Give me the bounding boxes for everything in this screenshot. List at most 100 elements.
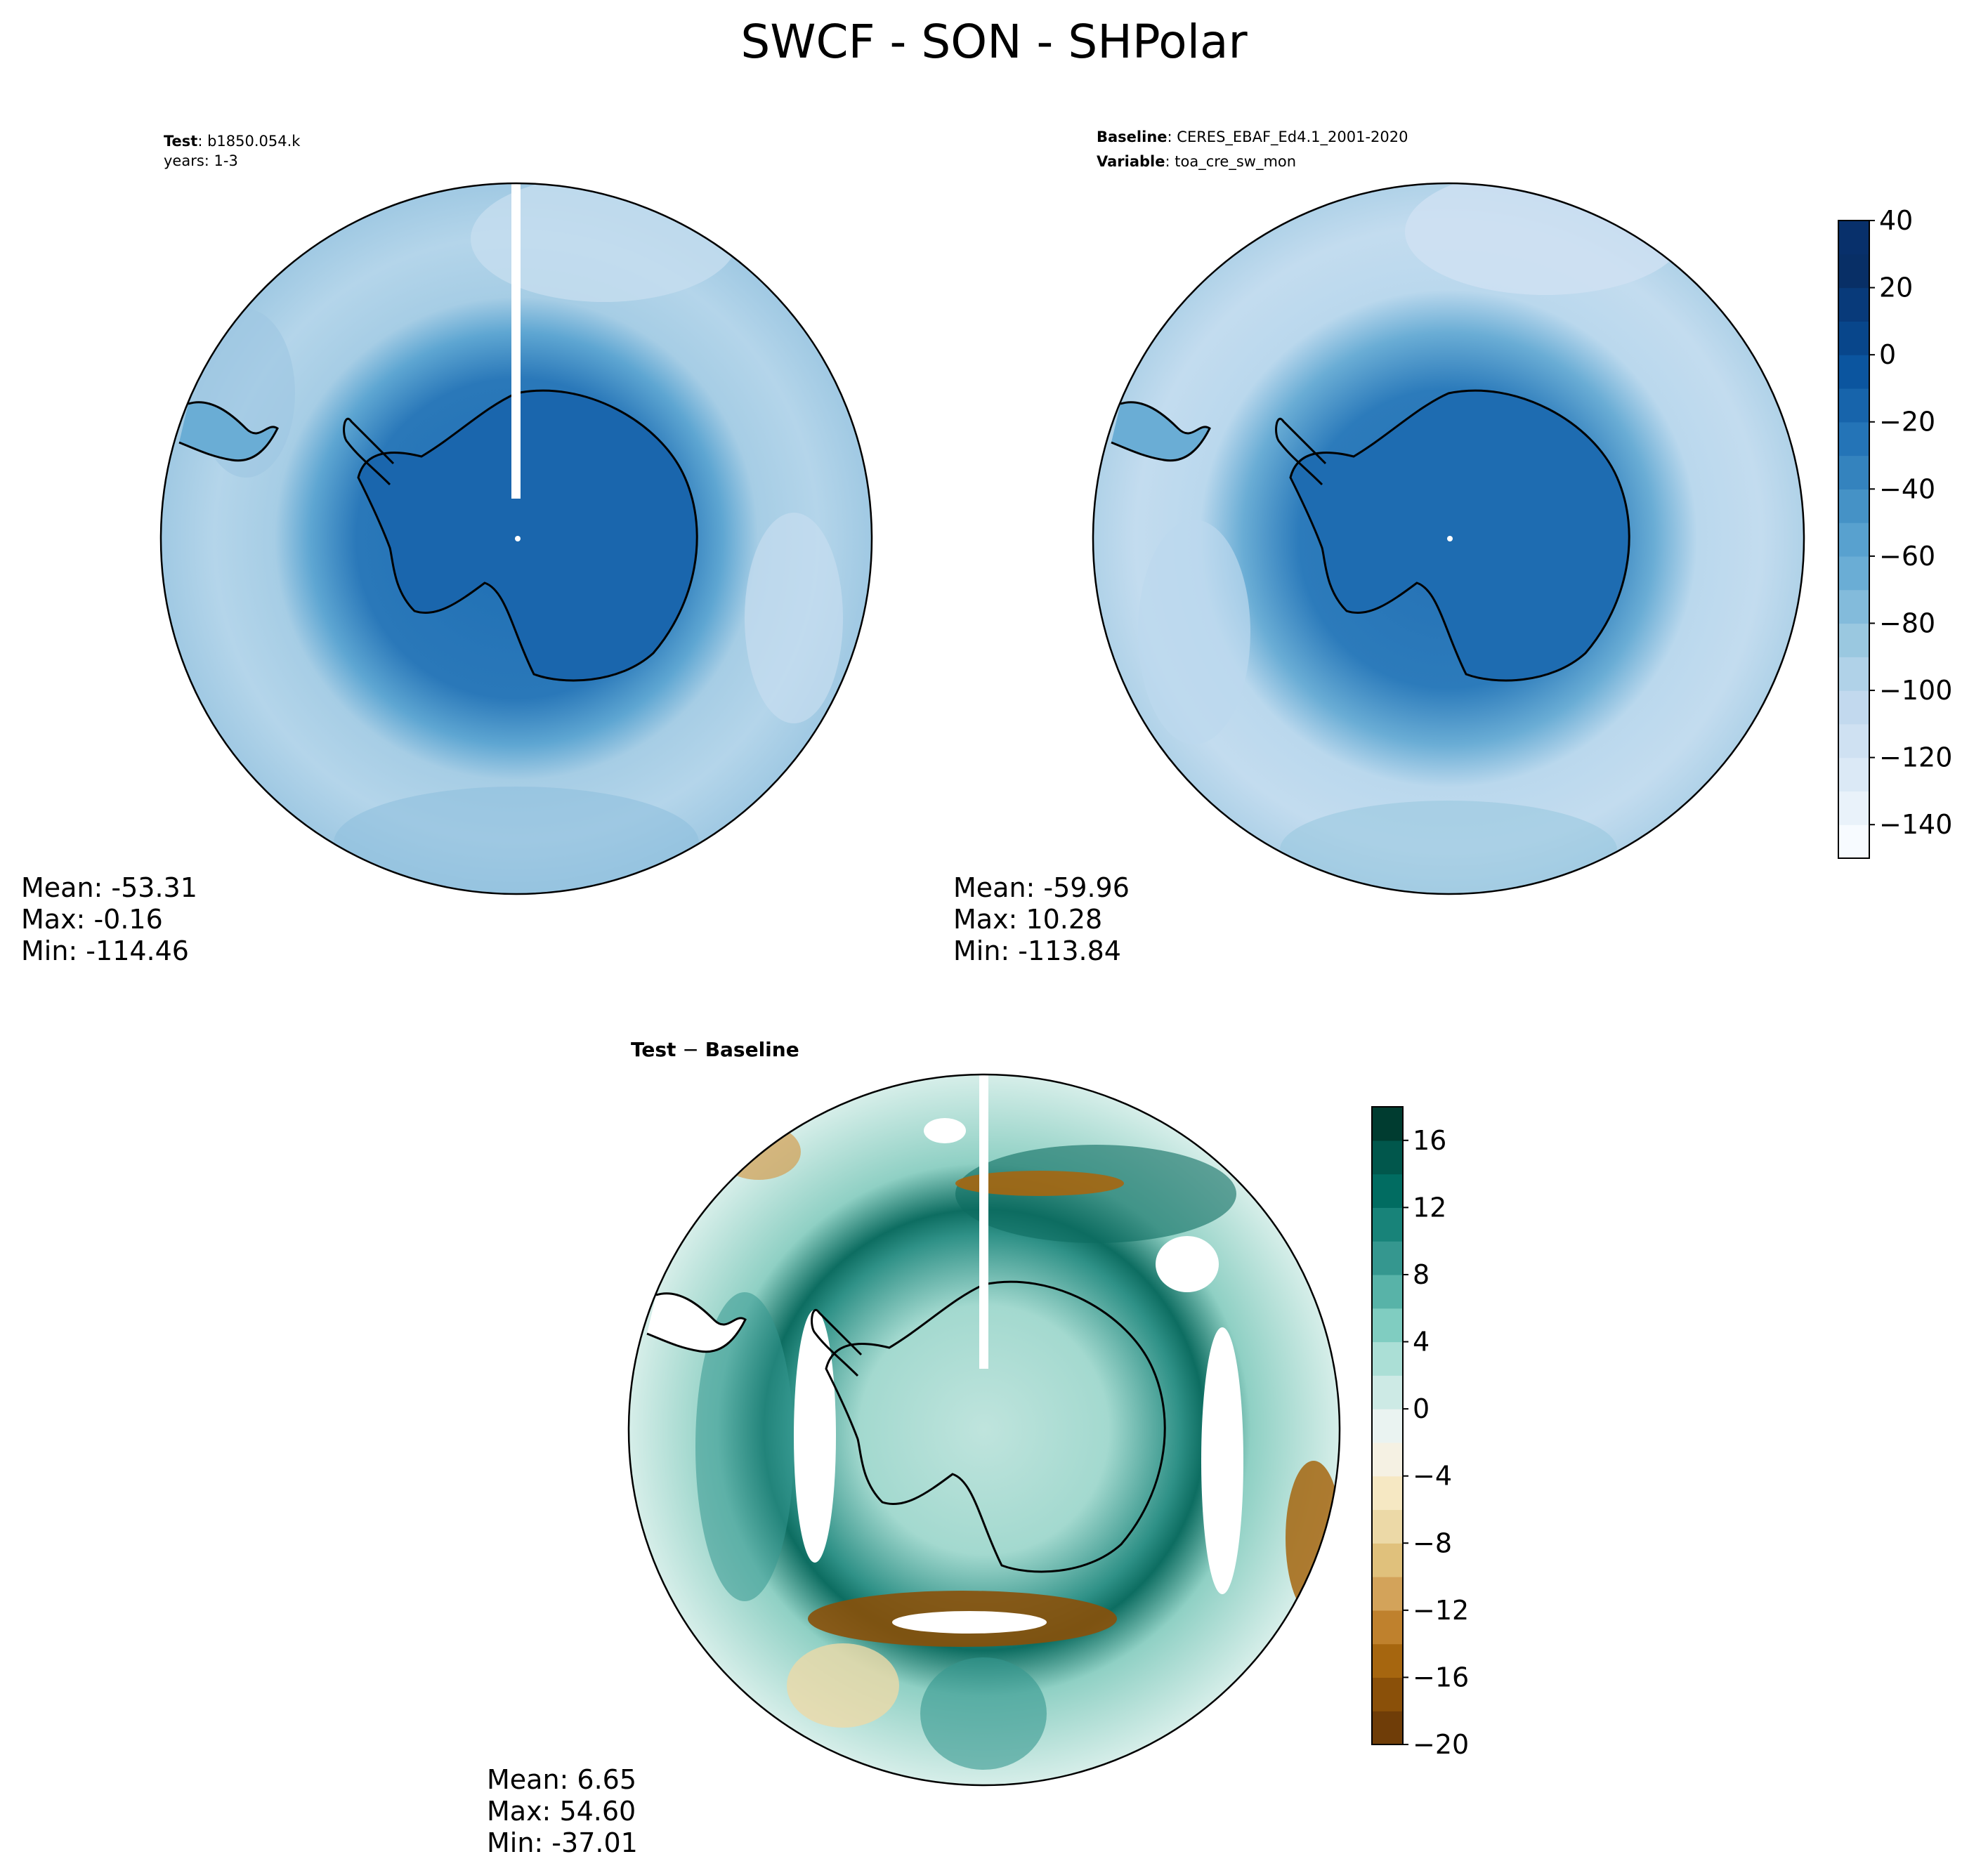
main-colorbar-tick-label: 40 [1879,205,1913,236]
main-colorbar-tick-label: 0 [1879,339,1896,370]
diff-positive-region [955,1145,1236,1243]
main-colorbar-segment [1838,388,1869,423]
baseline-header: Baseline: CERES_EBAF_Ed4.1_2001-2020 [1097,129,1408,146]
test-pole-marker [515,536,521,541]
test-map-boundary [159,182,873,895]
main-colorbar-frame [1838,220,1870,859]
diff-colorbar-tick-label: 0 [1413,1393,1430,1424]
diff-colorbar-tick-label: 4 [1413,1327,1430,1358]
main-colorbar-segment [1838,824,1869,859]
diff-colorbar-tick-label: 16 [1413,1125,1446,1156]
diff-map-boundary [627,1073,1341,1787]
test-case-name: b1850.054.k [207,133,301,150]
diff-continent [825,1280,1166,1573]
baseline-variable-line: Variable: toa_cre_sw_mon [1097,153,1296,171]
main-colorbar-tick-label: −140 [1879,809,1952,840]
main-colorbar-segment [1838,287,1869,322]
diff-colorbar-tick-label: −16 [1413,1662,1469,1693]
diff-colorbar-tick-label: −20 [1413,1729,1469,1760]
diff-out-of-range [924,1118,966,1143]
main-colorbar-tick-label: −120 [1879,742,1952,773]
diff-out-of-range [1156,1236,1219,1292]
test-stat-min: Min: -114.46 [21,935,189,966]
diff-colorbar-segment [1372,1409,1403,1443]
baseline-pole-marker [1447,536,1453,541]
test-field-patch [745,513,843,723]
diff-south-america [646,1292,747,1353]
main-colorbar-segment [1838,589,1869,624]
baseline-map [1093,183,1804,894]
test-header: Test: b1850.054.k [164,133,301,150]
diff-negative-region [787,1643,899,1728]
diff-label-baseline: Baseline [705,1038,799,1061]
main-colorbar-segment [1838,690,1869,725]
baseline-field-patch [1280,801,1617,894]
main-colorbar-segment [1838,657,1869,691]
diff-positive-region [695,1292,794,1601]
main-colorbar-segment [1838,421,1869,456]
variable-label: Variable [1097,153,1165,170]
diff-colorbar: 16 12 8 4 0 −4 −8 −12 −16 −20 [1371,1106,1469,1760]
main-colorbar-segment [1838,221,1869,255]
diff-colorbar-segment [1372,1107,1403,1141]
diff-colorbar-segment [1372,1476,1403,1511]
diff-colorbar-tick-label: −4 [1413,1461,1452,1492]
baseline-label-sep: : [1168,129,1177,145]
diff-colorbar-segment [1372,1677,1403,1711]
variable-name: toa_cre_sw_mon [1175,153,1296,171]
figure-title: SWCF - SON - SHPolar [740,15,1248,69]
diff-stat-mean: Mean: 6.65 [487,1764,636,1795]
baseline-stat-min: Min: -113.84 [953,935,1121,966]
diff-header: Test − Baseline [631,1038,799,1061]
diff-colorbar-tick-label: −12 [1413,1595,1469,1626]
test-stat-mean: Mean: -53.31 [21,872,197,903]
diff-negative-region [955,1171,1124,1196]
baseline-stat-max: Max: 10.28 [953,904,1102,935]
main-colorbar-segment [1838,489,1869,523]
main-colorbar-tick-label: −40 [1879,473,1935,504]
baseline-map-boundary [1092,182,1805,895]
main-colorbar-tick-label: 20 [1879,272,1913,303]
diff-map [629,1074,1340,1785]
main-colorbar: 40 20 0 −20 −40 −60 −80 −100 −120 −140 [1838,205,1952,859]
test-south-america [178,401,279,462]
baseline-continent [1289,389,1630,682]
baseline-dataset-name: CERES_EBAF_Ed4.1_2001-2020 [1177,129,1408,146]
diff-negative-region [1286,1461,1340,1615]
diff-colorbar-segment [1372,1643,1403,1678]
diff-colorbar-segment [1372,1341,1403,1376]
baseline-field-patch [1138,520,1250,744]
main-colorbar-segment [1838,623,1869,657]
test-missing-data-strip [511,183,521,499]
main-colorbar-segment [1838,791,1869,825]
main-colorbar-segment [1838,254,1869,289]
main-colorbar-tick-label: −100 [1879,675,1952,706]
diff-colorbar-segment [1372,1711,1403,1745]
diff-positive-region [920,1657,1047,1770]
diff-colorbar-segment [1372,1207,1403,1242]
test-label: Test [164,133,197,150]
main-colorbar-segment [1838,523,1869,557]
diff-colorbar-frame [1371,1106,1404,1745]
baseline-south-america [1111,401,1211,462]
main-colorbar-segment [1838,723,1869,758]
diff-colorbar-segment [1372,1375,1403,1409]
diff-colorbar-segment [1372,1509,1403,1544]
test-label-sep: : [197,133,207,150]
diff-colorbar-tick-label: −8 [1413,1527,1452,1558]
panel-diff: Test − Baseline Mean: 6.65 Max: 54.60 M [487,1038,1469,1858]
main-colorbar-segment [1838,556,1869,591]
diff-colorbar-tick-label: 8 [1413,1259,1430,1290]
diff-colorbar-segment [1372,1241,1403,1275]
diff-colorbar-segment [1372,1577,1403,1611]
test-map [161,183,872,894]
main-colorbar-tick-label: −60 [1879,541,1935,572]
diff-label-test: Test [631,1038,676,1061]
diff-peninsula [811,1309,863,1377]
baseline-field-patch [1405,183,1686,295]
diff-colorbar-segment [1372,1140,1403,1175]
panel-test: Test: b1850.054.k years: 1-3 Mean: -53.3… [21,133,873,966]
diff-out-of-range [1201,1327,1243,1594]
main-colorbar-segment [1838,757,1869,792]
diff-out-of-range [794,1310,836,1563]
